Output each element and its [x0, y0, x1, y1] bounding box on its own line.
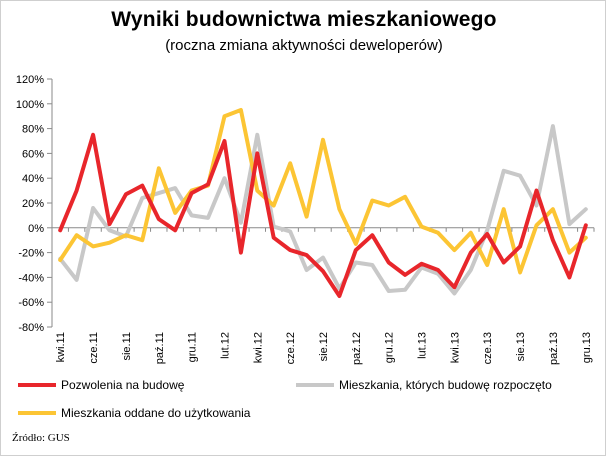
x-tick-label: lut.12 — [219, 332, 231, 359]
x-tick-label: lut.13 — [417, 332, 429, 359]
x-tick-label: cze.11 — [88, 332, 100, 364]
chart-series — [58, 108, 588, 298]
y-tick-label: 40% — [22, 173, 44, 185]
series-line-2 — [58, 124, 588, 296]
x-tick-label: kwi.13 — [449, 332, 461, 363]
y-tick-label: -20% — [18, 248, 44, 260]
source-note: Źródło: GUS — [12, 432, 70, 444]
legend-label: Mieszkania, których budowę rozpoczęto — [339, 378, 552, 392]
x-tick-label: kwi.11 — [55, 332, 67, 362]
y-tick-label: 120% — [16, 74, 44, 86]
x-tick-label: paź.11 — [154, 332, 166, 364]
legend-label: Mieszkania oddane do użytkowania — [61, 406, 251, 420]
series-line-3 — [58, 108, 588, 275]
y-tick-label: -60% — [18, 297, 44, 309]
x-tick-label: kwi.12 — [252, 332, 264, 363]
x-tick-label: cze.13 — [482, 332, 494, 364]
y-tick-label: 60% — [22, 148, 44, 160]
y-tick-label: -40% — [18, 272, 44, 284]
y-tick-label: 0% — [28, 223, 44, 235]
y-tick-label: 80% — [22, 124, 44, 136]
chart-axes: -80% -60% -40% -20% 0% 20% 40% 60% 80% 100% 120% kw… — [16, 74, 595, 365]
x-tick-label: gru.12 — [384, 332, 396, 363]
x-tick-label: sie.13 — [515, 332, 527, 361]
chart-title: Wyniki budownictwa mieszkaniowego — [111, 8, 497, 31]
x-tick-label: sie.12 — [318, 332, 330, 361]
y-tick-label: 100% — [16, 99, 44, 111]
y-tick-label: -80% — [18, 322, 44, 334]
x-tick-label: paź.13 — [548, 332, 560, 365]
x-tick-label: gru.13 — [581, 332, 593, 363]
legend-label: Pozwolenia na budowę — [61, 378, 185, 392]
x-tick-label: cze.12 — [285, 332, 297, 364]
y-tick-label: 20% — [22, 198, 44, 210]
x-tick-label: paź.12 — [351, 332, 363, 365]
series-line-1 — [58, 132, 588, 298]
x-tick-label: gru.11 — [187, 332, 199, 362]
x-tick-label: sie.11 — [121, 332, 133, 361]
chart-subtitle: (roczna zmiana aktywności deweloperów) — [165, 37, 443, 54]
chart-legend: Pozwolenia na budowę Mieszkania, których … — [18, 378, 552, 420]
